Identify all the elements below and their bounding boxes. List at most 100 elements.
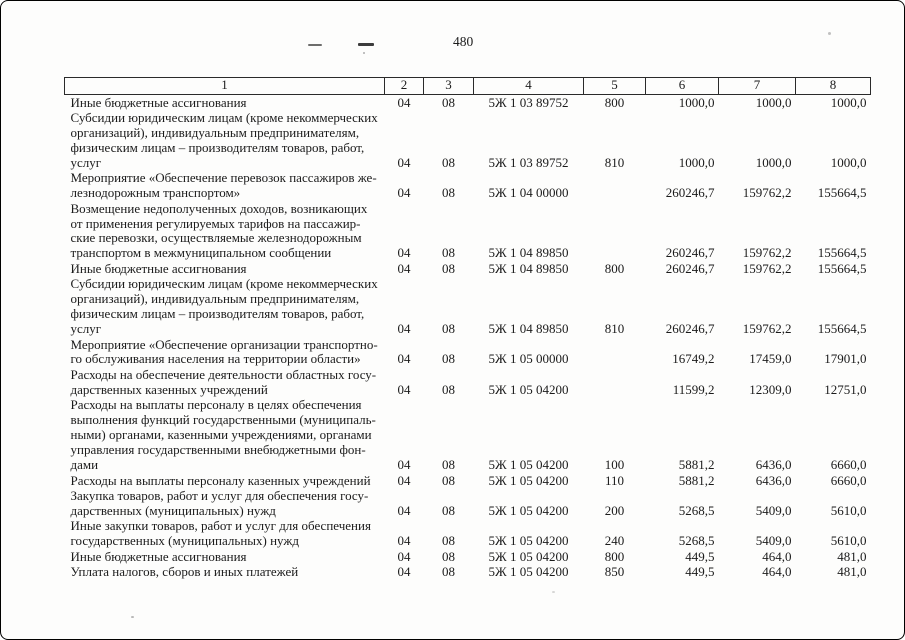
- amount-year3: 1000,0: [830, 94, 867, 110]
- code-vid-raskhodov: 110: [604, 472, 625, 488]
- amount-year3: 5610,0: [830, 533, 867, 549]
- row-description: Расходы на выплаты персоналу казенных уч…: [70, 472, 371, 488]
- code-target-article: 5Ж 1 04 00000: [488, 185, 569, 201]
- amount-year1: 5268,5: [678, 502, 715, 518]
- code-vid-raskhodov: 200: [604, 502, 625, 518]
- table-header-row: 1 2 3 4 5 6 7 8: [64, 77, 871, 95]
- amount-year1: 260246,7: [665, 245, 715, 261]
- code-target-article: 5Ж 1 04 89850: [488, 261, 569, 276]
- code-vid-raskhodov: 100: [604, 457, 625, 472]
- code-vid-raskhodov: 810: [604, 154, 625, 170]
- code-podrazdel: 08: [442, 457, 455, 472]
- amount-year3: 155664,5: [817, 185, 867, 201]
- code-podrazdel: 08: [442, 381, 455, 397]
- amount-year2: 1000,0: [755, 94, 792, 110]
- code-razdel: 04: [397, 351, 411, 367]
- amount-year1: 260246,7: [665, 321, 715, 337]
- code-razdel: 04: [397, 261, 411, 276]
- code-vid-raskhodov: 810: [604, 321, 625, 337]
- code-razdel: 04: [397, 154, 411, 170]
- code-podrazdel: 08: [442, 502, 455, 518]
- row-description: Уплата налогов, сборов и иных платежей: [70, 564, 299, 580]
- row-description: Расходы на обеспечение деятельности обла…: [70, 367, 377, 397]
- code-podrazdel: 08: [442, 94, 455, 110]
- code-razdel: 04: [397, 502, 411, 518]
- amount-year1: 5268,5: [678, 533, 715, 549]
- code-vid-raskhodov: 800: [604, 549, 625, 564]
- row-description: Иные бюджетные ассигнования: [70, 94, 247, 110]
- code-vid-raskhodov: 240: [604, 533, 625, 549]
- amount-year1: 5881,2: [678, 457, 715, 472]
- code-razdel: 04: [397, 549, 411, 564]
- code-target-article: 5Ж 1 04 89850: [488, 321, 569, 337]
- amount-year3: 481,0: [837, 549, 867, 564]
- code-razdel: 04: [397, 94, 411, 110]
- amount-year2: 159762,2: [742, 261, 792, 276]
- amount-year1: 1000,0: [678, 94, 715, 110]
- amount-year3: 5610,0: [830, 502, 867, 518]
- amount-year3: 12751,0: [824, 381, 867, 397]
- code-target-article: 5Ж 1 05 04200: [488, 472, 569, 488]
- row-description: Иные закупки товаров, работ и услуг для …: [70, 518, 371, 549]
- code-razdel: 04: [397, 381, 411, 397]
- scan-artifact-dot: [828, 32, 831, 35]
- row-description: Субсидии юридическим лицам (кроме некомм…: [70, 276, 378, 337]
- amount-year2: 1000,0: [755, 154, 792, 170]
- code-razdel: 04: [397, 472, 411, 488]
- code-podrazdel: 08: [442, 245, 455, 261]
- code-target-article: 5Ж 1 04 89850: [488, 245, 569, 261]
- scan-dash-mark: [358, 43, 374, 46]
- table-row: Закупка товаров, работ и услуг для обесп…: [65, 488, 871, 518]
- table-row: Расходы на выплаты персоналу казенных уч…: [65, 473, 871, 489]
- code-target-article: 5Ж 1 05 04200: [488, 457, 569, 472]
- table-row: Иные бюджетные ассигнования 04 08 5Ж 1 04 8…: [65, 261, 871, 277]
- amount-year3: 155664,5: [817, 245, 867, 261]
- code-podrazdel: 08: [442, 472, 455, 488]
- amount-year3: 6660,0: [830, 472, 867, 488]
- code-podrazdel: 08: [442, 549, 455, 564]
- code-podrazdel: 08: [442, 351, 455, 367]
- table-row: Расходы на выплаты персоналу в целях обе…: [65, 398, 871, 473]
- table-row: Мероприятие «Обеспечение организации тра…: [65, 337, 871, 367]
- amount-year1: 5881,2: [678, 472, 715, 488]
- table-row: Иные бюджетные ассигнования 04 08 5Ж 1 03 8…: [65, 94, 871, 110]
- amount-year2: 12309,0: [749, 381, 792, 397]
- table-row: Уплата налогов, сборов и иных платежей 04…: [65, 565, 871, 581]
- row-description: Закупка товаров, работ и услуг для обесп…: [70, 488, 369, 518]
- column-header: 2: [384, 77, 424, 95]
- code-target-article: 5Ж 1 05 04200: [488, 533, 569, 549]
- code-podrazdel: 08: [442, 261, 455, 276]
- table-body: Иные бюджетные ассигнования 04 08 5Ж 1 03 8…: [65, 94, 871, 580]
- table-row: Субсидии юридическим лицам (кроме некомм…: [65, 110, 871, 170]
- column-header: 1: [64, 77, 385, 95]
- code-target-article: 5Ж 1 05 04200: [488, 381, 569, 397]
- code-target-article: 5Ж 1 05 04200: [488, 502, 569, 518]
- amount-year3: 17901,0: [824, 351, 867, 367]
- amount-year2: 5409,0: [755, 502, 792, 518]
- scan-artifact-dot: [552, 591, 555, 593]
- code-razdel: 04: [397, 245, 411, 261]
- amount-year1: 449,5: [685, 549, 715, 564]
- code-razdel: 04: [397, 457, 411, 472]
- amount-year3: 155664,5: [817, 261, 867, 276]
- amount-year1: 260246,7: [665, 261, 715, 276]
- amount-year2: 464,0: [762, 564, 792, 580]
- table-row: Мероприятие «Обеспечение перевозок пасса…: [65, 171, 871, 201]
- row-description: Субсидии юридическим лицам (кроме некомм…: [70, 110, 378, 170]
- amount-year1: 16749,2: [672, 351, 715, 367]
- code-razdel: 04: [397, 321, 411, 337]
- column-header: 7: [718, 77, 796, 95]
- code-vid-raskhodov: [584, 201, 646, 261]
- code-vid-raskhodov: 800: [604, 261, 625, 276]
- code-target-article: 5Ж 1 03 89752: [488, 154, 569, 170]
- row-description: Мероприятие «Обеспечение организации тра…: [70, 336, 378, 367]
- code-razdel: 04: [397, 185, 411, 201]
- amount-year3: 6660,0: [830, 457, 867, 472]
- code-vid-raskhodov: 800: [604, 94, 625, 110]
- code-razdel: 04: [397, 533, 411, 549]
- code-target-article: 5Ж 1 05 04200: [488, 549, 569, 564]
- amount-year2: 6436,0: [755, 457, 792, 472]
- code-target-article: 5Ж 1 05 04200: [488, 564, 569, 580]
- scan-artifact-dot: [363, 52, 365, 54]
- amount-year1: 1000,0: [678, 154, 715, 170]
